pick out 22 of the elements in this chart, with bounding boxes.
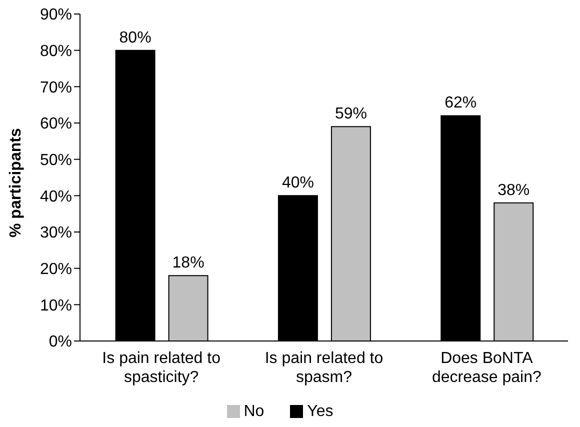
y-tick-label: 20% xyxy=(40,261,72,278)
y-tick-label: 50% xyxy=(40,152,72,170)
y-tick-label: 90% xyxy=(40,6,72,24)
legend-label: No xyxy=(244,403,264,420)
y-tick-label: 10% xyxy=(40,297,72,314)
data-label: 59% xyxy=(334,106,367,123)
data-label: 38% xyxy=(498,182,530,199)
y-tick-label: 30% xyxy=(40,224,72,242)
y-tick-label: 80% xyxy=(40,43,72,60)
y-tick-label: 70% xyxy=(40,79,72,96)
x-tick-label: Does BoNTA decrease pain? xyxy=(432,350,542,386)
data-label: 40% xyxy=(282,174,314,192)
y-tick-label: 60% xyxy=(40,116,72,133)
legend-label: Yes xyxy=(307,403,334,420)
x-tick-label: Is pain related to spasticity? xyxy=(102,350,221,386)
data-label: 80% xyxy=(119,29,152,46)
y-axis-title: % participants xyxy=(8,128,25,238)
x-tick-label: Is pain related to spasm? xyxy=(264,350,384,386)
y-tick-label: 0% xyxy=(48,334,72,351)
y-tick-label: 40% xyxy=(40,188,72,206)
data-label: 62% xyxy=(444,94,477,112)
data-label: 18% xyxy=(172,254,204,272)
